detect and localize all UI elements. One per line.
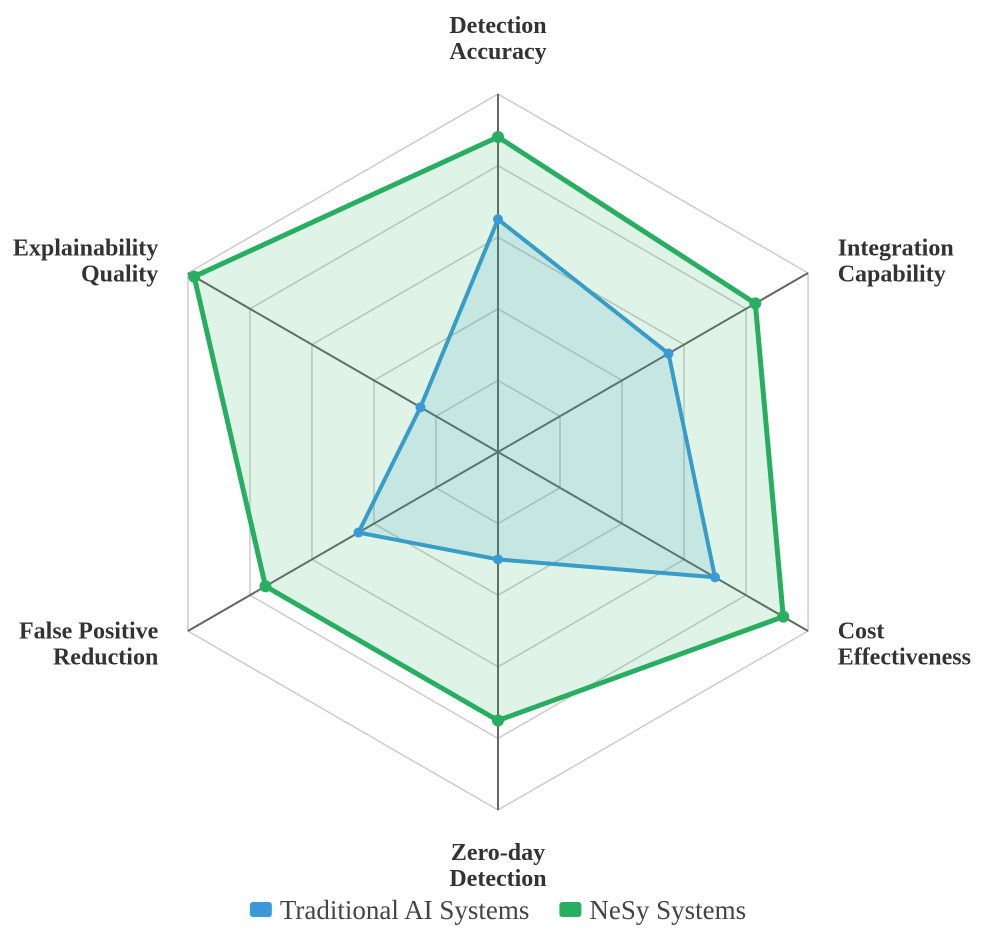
axis-line: [187, 451, 499, 632]
radar-series: [188, 130, 790, 727]
legend-swatch: [559, 902, 582, 917]
data-point: [492, 130, 504, 143]
data-point: [493, 554, 503, 565]
data-point: [749, 297, 762, 310]
data-point: [353, 527, 364, 538]
data-point: [415, 402, 426, 413]
axis-label: Effectiveness: [838, 645, 971, 671]
legend-swatch: [249, 902, 272, 917]
axis-label: False Positive: [19, 619, 159, 645]
axis-line: [497, 451, 809, 632]
data-point: [493, 214, 503, 225]
data-point: [777, 610, 790, 623]
radar-axes: [187, 94, 809, 810]
legend-label: Traditional AI Systems: [280, 895, 530, 925]
axis-label: Zero-day: [451, 840, 545, 866]
data-point: [259, 580, 272, 593]
legend: Traditional AI Systems NeSy Systems: [249, 895, 746, 925]
data-point: [710, 572, 721, 583]
legend-label: NeSy Systems: [589, 895, 746, 925]
axis-label: Explainability: [13, 236, 158, 262]
axis-label: Detection: [449, 13, 546, 39]
axis-label: Capability: [838, 262, 946, 288]
axis-label: Integration: [838, 236, 954, 262]
axis-label: Reduction: [53, 645, 158, 671]
axis-label: Detection: [449, 866, 546, 892]
data-point: [663, 348, 674, 359]
axis-line: [187, 272, 499, 453]
axis-labels: DetectionAccuracyIntegrationCapabilityCo…: [13, 13, 971, 892]
axis-label: Quality: [81, 262, 158, 288]
series-area: [191, 134, 786, 723]
data-point: [188, 270, 201, 283]
axis-label: Cost: [838, 619, 885, 645]
axis-label: Accuracy: [449, 39, 546, 65]
data-point: [492, 714, 504, 727]
